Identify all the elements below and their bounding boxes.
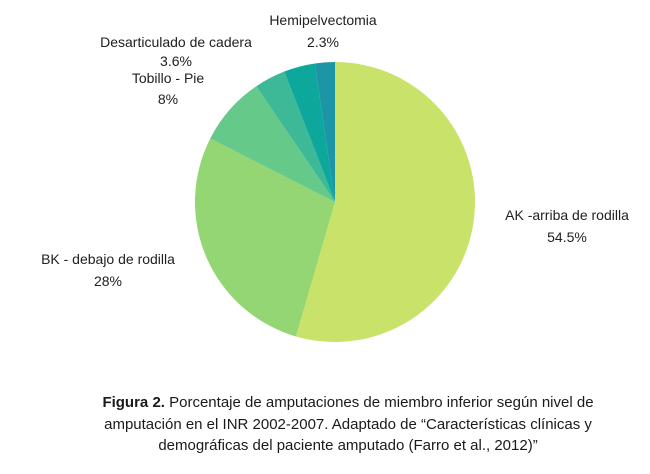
slice-percent-desarticulado: 3.6%	[160, 53, 192, 69]
slice-label-bk: BK - debajo de rodilla	[41, 251, 175, 267]
slice-percent-hemipelvectomia: 2.3%	[307, 34, 339, 50]
slice-labels: Hemipelvectomia 2.3% Desarticulado de ca…	[41, 12, 629, 289]
slice-percent-tobillo-pie: 8%	[158, 91, 178, 107]
pie-slice-1	[295, 62, 476, 342]
pie-slice-3	[210, 86, 335, 202]
pie-slice-5	[284, 63, 335, 203]
pie-slice-2	[195, 138, 335, 337]
slice-label-ak: AK -arriba de rodilla	[505, 207, 629, 223]
pie-slices	[195, 62, 476, 342]
slice-label-tobillo-pie: Tobillo - Pie	[132, 70, 205, 86]
figure-caption: Figura 2. Porcentaje de amputaciones de …	[68, 392, 628, 457]
caption-label: Figura 2.	[102, 394, 165, 411]
slice-label-hemipelvectomia: Hemipelvectomia	[269, 12, 377, 28]
pie-slice-6	[314, 62, 335, 202]
slice-percent-bk: 28%	[94, 273, 122, 289]
pie-chart: Hemipelvectomia 2.3% Desarticulado de ca…	[41, 12, 629, 342]
slice-label-desarticulado: Desarticulado de cadera	[100, 34, 252, 50]
pie-slice-4	[256, 71, 335, 202]
slice-percent-ak: 54.5%	[547, 229, 587, 245]
caption-text: Porcentaje de amputaciones de miembro in…	[104, 394, 594, 454]
